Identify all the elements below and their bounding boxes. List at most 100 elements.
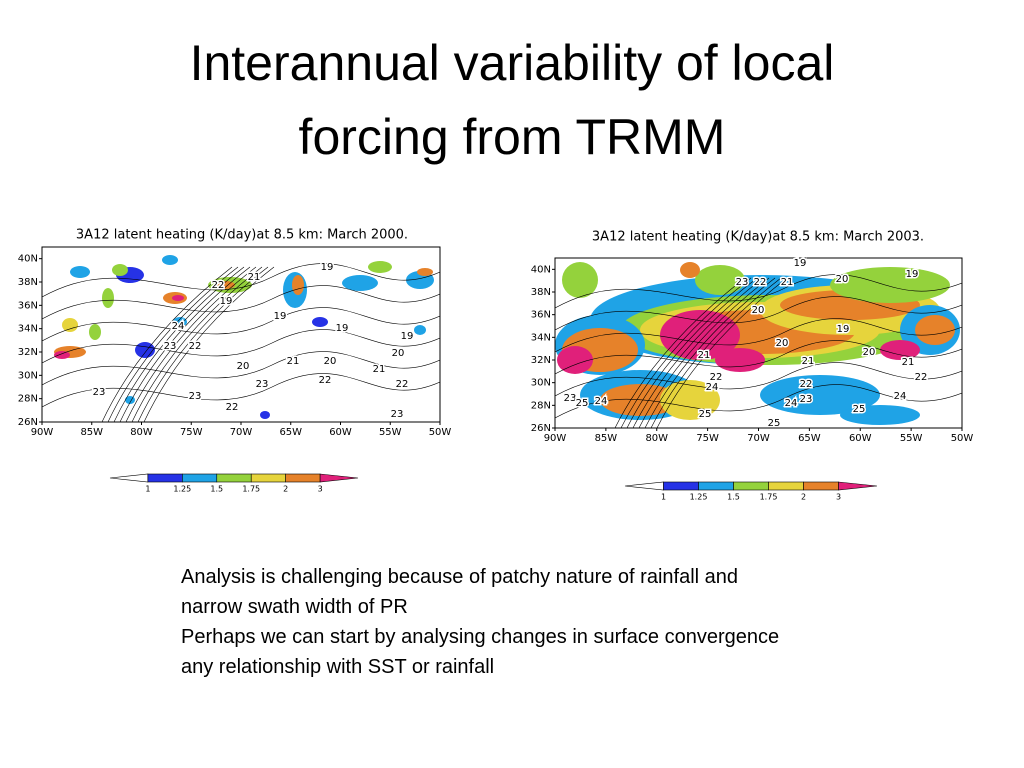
heating-patch	[680, 262, 700, 278]
colorbar-label: 1	[145, 485, 150, 494]
colorbar-segment	[250, 473, 286, 483]
colorbar-segment	[803, 481, 839, 491]
contour-line	[632, 277, 764, 428]
lon-tick-label: 55W	[900, 433, 923, 444]
colorbar-label: 1	[661, 493, 666, 502]
contour-label: 25	[768, 418, 781, 429]
heating-patch	[760, 375, 880, 415]
colorbar-label: 3	[836, 493, 841, 502]
contour-label: 21	[781, 277, 794, 288]
contour-label: 22	[189, 341, 202, 352]
contour-line	[555, 362, 962, 397]
contour-label: 19	[274, 311, 287, 322]
heating-patch	[342, 275, 378, 291]
contour-label: 22	[800, 379, 813, 390]
lon-tick-label: 85W	[595, 433, 618, 444]
contour-label: 19	[401, 331, 414, 342]
heating-patch	[414, 325, 426, 335]
heating-patch	[260, 411, 270, 419]
contour-label: 23	[164, 341, 177, 352]
contour-line	[644, 277, 776, 428]
body-text: Analysis is challenging because of patch…	[181, 562, 781, 682]
colorbar-label: 1.75	[760, 493, 778, 502]
lat-tick-label: 38N	[18, 277, 38, 288]
lat-tick-label: 40N	[18, 254, 38, 265]
contour-label: 20	[237, 361, 250, 372]
colorbar-label: 2	[283, 485, 288, 494]
colorbar-end	[624, 481, 664, 491]
contour-line	[650, 277, 782, 428]
lat-tick-label: 32N	[18, 347, 38, 358]
contour-label: 19	[336, 323, 349, 334]
lon-tick-label: 50W	[951, 433, 974, 444]
heating-patch	[417, 268, 433, 276]
contour-line	[555, 318, 962, 353]
contour-label: 23	[564, 393, 577, 404]
contour-line	[101, 266, 233, 422]
heating-patch	[112, 264, 128, 276]
heating-patch	[62, 318, 78, 332]
map: 3A12 latent heating (K/day)at 8.5 km: Ma…	[18, 228, 452, 494]
contour-line	[131, 266, 263, 422]
lat-tick-label: 40N	[531, 264, 551, 275]
heating-field	[555, 262, 962, 428]
contour-label: 21	[698, 350, 711, 361]
lat-tick-label: 36N	[531, 310, 551, 321]
colorbar-segment	[698, 481, 734, 491]
contour-line	[113, 266, 245, 422]
paragraph: Perhaps we can start by analysing change…	[181, 626, 780, 678]
contour-label: 20	[752, 305, 765, 316]
contour-label: 19	[794, 258, 807, 269]
lon-tick-label: 75W	[696, 433, 719, 444]
paragraph: Analysis is challenging because of patch…	[181, 566, 739, 618]
contour-line	[107, 266, 239, 422]
lat-tick-label: 26N	[531, 423, 551, 434]
heating-patch	[830, 267, 950, 303]
heating-patch	[102, 288, 114, 308]
lon-tick-label: 55W	[379, 427, 402, 438]
heating-patch	[89, 324, 101, 340]
contour-label: 23	[189, 391, 202, 402]
contour-label: 23	[256, 379, 269, 390]
lat-tick-label: 34N	[531, 332, 551, 343]
heating-patch	[915, 315, 955, 345]
contour-label: 20	[863, 347, 876, 358]
lon-tick-label: 80W	[645, 433, 668, 444]
contour-line	[614, 277, 746, 428]
colorbar-end	[319, 473, 359, 483]
lon-tick-label: 70W	[747, 433, 770, 444]
contour-line	[137, 266, 269, 422]
contour-line	[638, 277, 770, 428]
heating-field	[42, 255, 440, 422]
lat-tick-label: 32N	[531, 355, 551, 366]
contour-line	[555, 340, 962, 375]
heating-patch	[312, 317, 328, 327]
contour-line	[656, 277, 788, 428]
contour-label: 23	[736, 277, 749, 288]
heating-patch	[162, 255, 178, 265]
contour-label: 22	[212, 280, 225, 291]
lon-tick-label: 65W	[798, 433, 821, 444]
contour-label: 20	[836, 274, 849, 285]
lon-tick-label: 75W	[180, 427, 203, 438]
contour-label: 24	[706, 382, 719, 393]
contour-line	[143, 266, 275, 422]
colorbar-segment	[147, 473, 183, 483]
contour-label: 21	[902, 357, 915, 368]
contour-label: 22	[915, 372, 928, 383]
contour-label: 22	[754, 277, 767, 288]
contour-label: 22	[319, 375, 332, 386]
lon-tick-label: 80W	[130, 427, 153, 438]
colorbar-segment	[733, 481, 769, 491]
contour-label: 23	[800, 394, 813, 405]
contour-line	[555, 384, 962, 419]
heating-patch	[172, 295, 184, 301]
contour-line	[125, 266, 257, 422]
lat-tick-label: 30N	[531, 378, 551, 389]
slide-title: Interannual variability of local forcing…	[189, 35, 835, 165]
heating-patch	[292, 275, 304, 295]
contour-line	[620, 277, 752, 428]
map-title: 3A12 latent heating (K/day)at 8.5 km: Ma…	[76, 228, 408, 243]
colorbar-label: 1.25	[173, 485, 191, 494]
